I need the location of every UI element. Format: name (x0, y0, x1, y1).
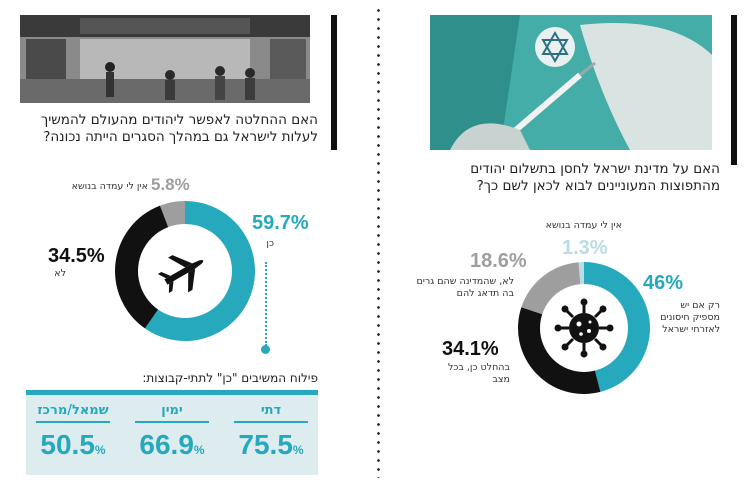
breakdown-underline (135, 421, 209, 423)
right-label-neutral: אין לי עמדה בנושא (545, 220, 622, 231)
airport-photo (20, 15, 310, 103)
breakdown-unit: % (193, 443, 205, 457)
accent-bar-right (731, 15, 737, 165)
right-pct-no: 18.6% (470, 250, 527, 272)
right-label-definitely-yes: בהחלט כן, בכל מצב (447, 362, 510, 385)
breakdown-group-name: דתי (260, 403, 282, 418)
breakdown-value-text: 75.5 (238, 429, 293, 460)
breakdown-col-right: ימין 66.9% (127, 403, 217, 461)
right-question: האם על מדינת ישראל לחסן בתשלום יהודים מה… (470, 161, 720, 194)
breakdown-col-left-center: שמאל/מרכז 50.5% (28, 403, 118, 461)
right-pct-neutral: 1.3% (562, 237, 608, 259)
right-label-no: לא, שהמדינה שהם גרים בה תדאג להם (416, 276, 515, 299)
breakdown-group-name: ימין (161, 403, 183, 418)
breakdown-title: פילוח המשיבים "כן" לתתי-קבוצות: (142, 371, 318, 385)
accent-bar-left (331, 15, 337, 150)
breakdown-value: 50.5% (28, 429, 118, 461)
breakdown-unit: % (292, 443, 304, 457)
breakdown-value: 66.9% (127, 429, 217, 461)
breakdown-value-text: 50.5 (40, 429, 95, 460)
left-label-neutral: אין לי עמדה בנושא (71, 181, 148, 192)
connector-dot (261, 345, 270, 354)
right-label-only-if-enough: רק אם יש מספיק חיסונים לאזרחי ישראל (660, 300, 720, 335)
left-pct-no: 34.5% (48, 245, 105, 267)
connector-dotted-line (265, 262, 269, 346)
breakdown-value: 75.5% (226, 429, 316, 461)
breakdown-underline (36, 421, 110, 423)
breakdown-unit: % (94, 443, 106, 457)
left-label-no: לא (54, 268, 66, 279)
breakdown-group-name: שמאל/מרכז (37, 403, 109, 418)
left-label-yes: כן (266, 238, 274, 249)
right-donut-chart (518, 262, 650, 394)
left-pct-yes: 59.7% (252, 212, 309, 234)
airplane-icon (157, 255, 204, 294)
breakdown-panel: דתי 75.5% ימין 66.9% שמאל/מרכז 50.5% (26, 390, 318, 475)
breakdown-underline (234, 421, 308, 423)
breakdown-col-religious: דתי 75.5% (226, 403, 316, 461)
virus-icon (554, 298, 614, 358)
vaccine-photo (430, 15, 712, 150)
left-question: האם ההחלטה לאפשר ליהודים מהעולם להמשיך ל… (40, 112, 318, 145)
breakdown-value-text: 66.9 (139, 429, 194, 460)
left-pct-neutral: 5.8% (151, 175, 190, 194)
right-pct-only-if-enough: 46% (643, 272, 684, 294)
right-pct-definitely-yes: 34.1% (442, 338, 499, 360)
left-donut-chart (114, 201, 255, 341)
panel-divider (377, 6, 380, 478)
